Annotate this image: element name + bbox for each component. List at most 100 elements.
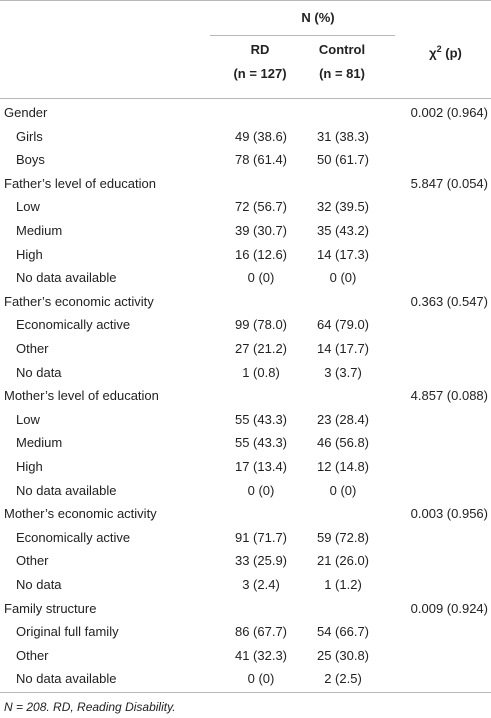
n-percent-header: N (%) bbox=[0, 10, 491, 30]
table-row: No data 1 (0.8) 3 (3.7) bbox=[0, 361, 491, 385]
control-cell: 46 (56.8) bbox=[316, 435, 370, 451]
table-row: No data available 0 (0) 0 (0) bbox=[0, 479, 491, 503]
rd-cell: 1 (0.8) bbox=[242, 364, 280, 380]
control-cell: 54 (66.7) bbox=[316, 624, 370, 640]
control-cell: 32 (39.5) bbox=[316, 199, 370, 215]
table-row: Low 55 (43.3) 23 (28.4) bbox=[0, 408, 491, 432]
control-cell: 3 (3.7) bbox=[324, 364, 362, 380]
row-label: Other bbox=[16, 341, 49, 356]
table-row: Boys 78 (61.4) 50 (61.7) bbox=[0, 148, 491, 172]
table-row: Low 72 (56.7) 32 (39.5) bbox=[0, 195, 491, 219]
table-row-category: Family structure 0.009 (0.924) bbox=[0, 597, 491, 621]
rd-cell: 0 (0) bbox=[247, 482, 275, 498]
row-label: Economically active bbox=[16, 529, 131, 545]
row-label: Medium bbox=[16, 223, 63, 238]
control-cell: 23 (28.4) bbox=[316, 411, 370, 427]
row-label: No data available bbox=[16, 671, 117, 687]
table-row: Other 27 (21.2) 14 (17.7) bbox=[0, 337, 491, 361]
row-label: Boys bbox=[16, 152, 45, 168]
table-row-category: Gender 0.002 (0.964) bbox=[0, 101, 491, 125]
table-row: Medium 55 (43.3) 46 (56.8) bbox=[0, 431, 491, 455]
control-cell: 2 (2.5) bbox=[324, 671, 362, 687]
control-cell: 0 (0) bbox=[329, 482, 357, 498]
row-label: High bbox=[16, 246, 43, 262]
control-cell: 1 (1.2) bbox=[324, 577, 362, 592]
control-n-label: (n = 81) bbox=[319, 66, 365, 81]
rd-cell: 49 (38.6) bbox=[234, 128, 288, 144]
table-row: No data available 0 (0) 0 (0) bbox=[0, 266, 491, 290]
rd-cell: 27 (21.2) bbox=[234, 341, 288, 356]
table-row: No data 3 (2.4) 1 (1.2) bbox=[0, 573, 491, 597]
row-label: Low bbox=[16, 411, 40, 427]
chi-square-header: χ2 (p) bbox=[400, 44, 491, 60]
row-label: Other bbox=[16, 553, 49, 569]
chi-square-cell: 0.003 (0.956) bbox=[410, 506, 488, 522]
row-label: Other bbox=[16, 647, 49, 663]
rd-cell: 39 (30.7) bbox=[234, 223, 288, 238]
rd-cell: 16 (12.6) bbox=[234, 246, 288, 262]
rd-cell: 0 (0) bbox=[247, 671, 275, 687]
table-row: Medium 39 (30.7) 35 (43.2) bbox=[0, 219, 491, 243]
table-row-category: Mother’s level of education 4.857 (0.088) bbox=[0, 384, 491, 408]
control-cell: 0 (0) bbox=[329, 270, 357, 286]
row-label: Gender bbox=[4, 105, 48, 120]
control-cell: 21 (26.0) bbox=[316, 553, 370, 569]
rd-cell: 91 (71.7) bbox=[234, 529, 288, 545]
chi-square-cell: 4.857 (0.088) bbox=[410, 388, 488, 404]
row-label: Mother’s economic activity bbox=[4, 506, 157, 522]
row-label: No data bbox=[16, 577, 62, 592]
control-cell: 12 (14.8) bbox=[316, 459, 370, 474]
row-label: Medium bbox=[16, 435, 63, 451]
rd-column-header: RD (n = 127) bbox=[205, 38, 315, 86]
row-label: Family structure bbox=[4, 600, 97, 616]
row-label: Low bbox=[16, 199, 40, 215]
table-row: Economically active 91 (71.7) 59 (72.8) bbox=[0, 526, 491, 550]
row-label: Original full family bbox=[16, 624, 119, 640]
table-row: High 16 (12.6) 14 (17.3) bbox=[0, 243, 491, 267]
chi-square-cell: 0.009 (0.924) bbox=[410, 600, 488, 616]
table-row: Original full family 86 (67.7) 54 (66.7) bbox=[0, 620, 491, 644]
control-cell: 50 (61.7) bbox=[316, 152, 370, 168]
table-row: Other 33 (25.9) 21 (26.0) bbox=[0, 549, 491, 573]
rd-cell: 72 (56.7) bbox=[234, 199, 288, 215]
table-top-rule bbox=[0, 0, 491, 1]
row-label: Mother’s level of education bbox=[4, 388, 159, 404]
rd-n-label: (n = 127) bbox=[233, 66, 287, 81]
rd-cell: 99 (78.0) bbox=[234, 317, 288, 333]
rd-cell: 55 (43.3) bbox=[234, 435, 288, 451]
control-cell: 31 (38.3) bbox=[316, 128, 370, 144]
row-label: Father’s level of education bbox=[4, 175, 157, 191]
rd-cell: 3 (2.4) bbox=[242, 577, 280, 592]
row-label: No data available bbox=[16, 482, 117, 498]
header-bottom-rule bbox=[0, 98, 491, 99]
control-cell: 35 (43.2) bbox=[316, 223, 370, 238]
n-percent-label: N (%) bbox=[301, 10, 335, 25]
rd-cell: 78 (61.4) bbox=[234, 152, 288, 168]
table-row: Girls 49 (38.6) 31 (38.3) bbox=[0, 125, 491, 149]
chi-p-label: (p) bbox=[441, 45, 462, 61]
chi-square-cell: 0.002 (0.964) bbox=[410, 105, 488, 120]
table-row: Other 41 (32.3) 25 (30.8) bbox=[0, 644, 491, 668]
chi-square-cell: 5.847 (0.054) bbox=[410, 175, 488, 191]
row-label: Economically active bbox=[16, 317, 131, 333]
table-bottom-rule bbox=[0, 692, 491, 693]
table-row-category: Mother’s economic activity 0.003 (0.956) bbox=[0, 502, 491, 526]
table-row: High 17 (13.4) 12 (14.8) bbox=[0, 455, 491, 479]
control-cell: 14 (17.7) bbox=[316, 341, 370, 356]
rd-cell: 33 (25.9) bbox=[234, 553, 288, 569]
control-cell: 64 (79.0) bbox=[316, 317, 370, 333]
control-cell: 14 (17.3) bbox=[316, 246, 370, 262]
row-label: No data available bbox=[16, 270, 117, 286]
table-row-category: Father’s economic activity 0.363 (0.547) bbox=[0, 290, 491, 314]
rd-cell: 0 (0) bbox=[247, 270, 275, 286]
table-row: No data available 0 (0) 2 (2.5) bbox=[0, 667, 491, 691]
rd-cell: 86 (67.7) bbox=[234, 624, 288, 640]
row-label: No data bbox=[16, 364, 62, 380]
chi-square-cell: 0.363 (0.547) bbox=[410, 293, 488, 309]
control-cell: 59 (72.8) bbox=[316, 529, 370, 545]
rd-cell: 17 (13.4) bbox=[234, 459, 288, 474]
rd-cell: 41 (32.3) bbox=[234, 647, 288, 663]
n-header-rule bbox=[210, 35, 395, 36]
rd-label: RD bbox=[250, 42, 270, 57]
